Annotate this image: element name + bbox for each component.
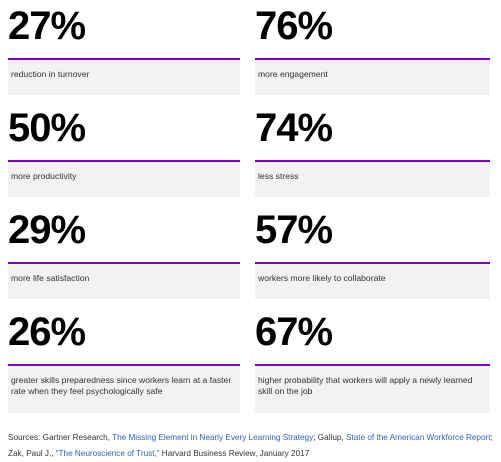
stat-number: 50% <box>8 106 86 150</box>
divider <box>8 262 240 264</box>
divider <box>255 262 490 264</box>
stat-number: 29% <box>8 208 86 252</box>
source-text: Harvard Business Review, January 2017 <box>159 449 310 458</box>
source-line: Zak, Paul J., “The Neuroscience of Trust… <box>8 446 498 462</box>
source-link[interactable]: “The Neuroscience of Trust,” <box>55 449 160 458</box>
stat-number: 57% <box>255 208 333 252</box>
source-line: Sources: Gartner Research, The Missing E… <box>8 430 498 446</box>
divider <box>8 364 240 366</box>
divider <box>255 364 490 366</box>
stat-description: more engagement <box>255 60 490 95</box>
stat-description: reduction in turnover <box>8 60 240 95</box>
stat-number: 76% <box>255 4 333 48</box>
stat-description: higher probability that workers will app… <box>255 366 490 413</box>
stat-description: less stress <box>255 162 490 197</box>
source-link[interactable]: The Missing Element in Nearly Every Lear… <box>112 433 314 442</box>
divider <box>8 160 240 162</box>
source-text: Zak, Paul J., <box>8 449 56 458</box>
divider <box>255 58 490 60</box>
source-text: ; <box>490 433 493 442</box>
divider <box>8 58 240 60</box>
stat-description: more life satisfaction <box>8 264 240 299</box>
stat-number: 67% <box>255 310 333 354</box>
stat-number: 27% <box>8 4 86 48</box>
sources: Sources: Gartner Research, The Missing E… <box>8 430 498 462</box>
divider <box>255 160 490 162</box>
stat-description: greater skills preparedness since worker… <box>8 366 240 413</box>
stat-number: 26% <box>8 310 86 354</box>
stat-description: more productivity <box>8 162 240 197</box>
source-link[interactable]: State of the American Workforce Report <box>345 433 491 442</box>
stat-number: 74% <box>255 106 333 150</box>
stat-description: workers more likely to collaborate <box>255 264 490 299</box>
source-text: ; Gallup, <box>313 433 346 442</box>
source-text: Sources: Gartner Research, <box>8 433 113 442</box>
